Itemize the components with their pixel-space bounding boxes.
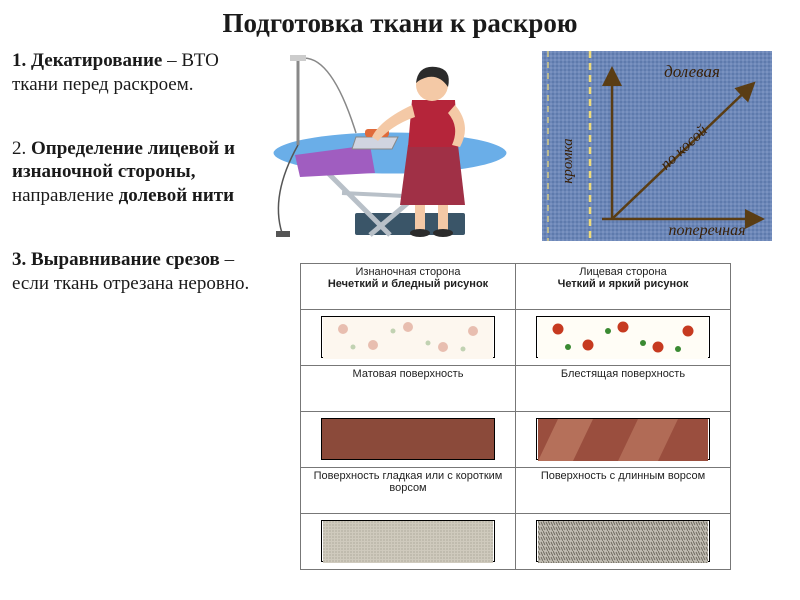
page-title: Подготовка ткани к раскрою <box>0 0 800 45</box>
col-header: Изнаночная сторона <box>305 266 511 278</box>
grain-direction-diagram: долевая поперечная кромка по косой <box>542 51 772 241</box>
table-row: Поверхность с длинным ворсом <box>516 468 731 514</box>
col-header: Лицевая сторона <box>520 266 726 278</box>
swatch-smooth <box>321 520 495 562</box>
table-row: Матовая поверхность <box>301 366 516 412</box>
col-sub: Четкий и яркий рисунок <box>520 278 726 290</box>
left-column: 1. Декатирование – ВТО ткани перед раскр… <box>0 45 260 599</box>
col-sub: Нечеткий и бледный рисунок <box>305 278 511 290</box>
item-term2: долевой нити <box>119 185 234 206</box>
grain-label-dolevaya: долевая <box>664 62 720 81</box>
item-term: Выравнивание срезов <box>31 249 220 270</box>
table-row <box>516 412 731 468</box>
table-row <box>301 514 516 570</box>
ironing-illustration <box>260 45 530 245</box>
top-images-row: долевая поперечная кромка по косой <box>260 45 800 255</box>
grain-label-kromka: кромка <box>560 138 576 183</box>
swatch-vivid-flowers <box>536 316 710 358</box>
fabric-sides-table: Изнаночная сторона Нечеткий и бледный ри… <box>300 263 731 570</box>
swatch-pale-flowers <box>321 316 495 358</box>
table-row <box>301 310 516 366</box>
list-item: 3. Выравнивание срезов – если ткань отре… <box>12 248 254 296</box>
item-term: Декатирование <box>31 50 162 71</box>
table-header-left: Изнаночная сторона Нечеткий и бледный ри… <box>301 264 516 310</box>
table-row: Блестящая поверхность <box>516 366 731 412</box>
table-row: Поверхность гладкая или с коротким ворсо… <box>301 468 516 514</box>
table-header-right: Лицевая сторона Четкий и яркий рисунок <box>516 264 731 310</box>
right-column: долевая поперечная кромка по косой Изнан… <box>260 45 800 599</box>
item-term: Определение лицевой и изнаночной стороны… <box>12 138 235 183</box>
item-number: 1. <box>12 50 31 71</box>
item-number: 3. <box>12 249 31 270</box>
swatch-matte <box>321 418 495 460</box>
list-item: 1. Декатирование – ВТО ткани перед раскр… <box>12 49 254 97</box>
table-row <box>301 412 516 468</box>
table-row <box>516 514 731 570</box>
item-mid: направление <box>12 185 119 206</box>
content-area: 1. Декатирование – ВТО ткани перед раскр… <box>0 45 800 599</box>
table-row <box>516 310 731 366</box>
swatch-shiny <box>536 418 710 460</box>
item-number: 2. <box>12 138 26 159</box>
list-item: 2. Определение лицевой и изнаночной стор… <box>12 137 254 208</box>
swatch-nap <box>536 520 710 562</box>
grain-label-poperechnaya: поперечная <box>669 222 746 239</box>
